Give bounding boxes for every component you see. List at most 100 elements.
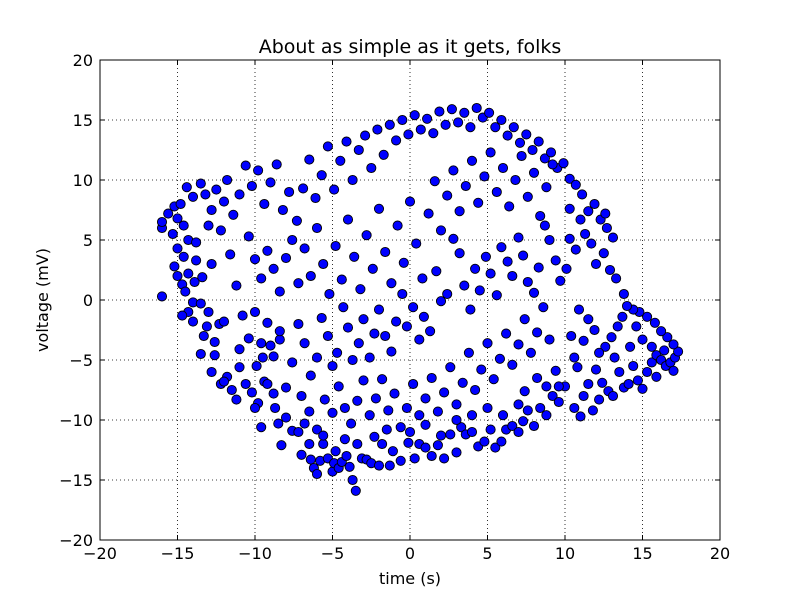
data-point [454, 206, 465, 217]
data-point [525, 347, 536, 358]
data-point [459, 280, 470, 291]
data-point [225, 249, 236, 260]
data-point [206, 366, 217, 378]
data-point [311, 222, 323, 234]
data-point [470, 384, 481, 396]
data-point [465, 122, 476, 133]
data-point [528, 167, 540, 178]
data-point [404, 426, 416, 438]
data-point [360, 130, 371, 141]
data-point [333, 381, 344, 392]
data-point [246, 180, 257, 192]
data-point [432, 406, 443, 417]
data-point [262, 378, 273, 390]
data-point [618, 288, 629, 300]
data-point [310, 192, 321, 204]
data-point [305, 270, 316, 282]
data-point [544, 334, 555, 345]
data-point [386, 346, 397, 357]
data-point [280, 412, 292, 423]
data-point [541, 410, 552, 421]
data-point [451, 414, 462, 426]
data-point [373, 304, 385, 315]
data-point [299, 243, 310, 254]
data-point [311, 424, 323, 435]
data-point [623, 378, 634, 390]
data-point [361, 230, 372, 241]
data-point [231, 394, 242, 405]
data-point [381, 424, 392, 435]
data-point [457, 377, 468, 388]
data-point [291, 215, 302, 226]
data-point [206, 258, 217, 270]
data-point [590, 258, 602, 270]
data-point [490, 122, 501, 133]
data-point [415, 124, 426, 135]
data-point [234, 189, 245, 200]
data-point [318, 258, 329, 270]
data-point [601, 222, 612, 234]
y-tick-label: −15 [59, 471, 93, 490]
data-point [513, 232, 524, 243]
data-point [516, 150, 527, 162]
data-point [598, 248, 609, 259]
data-point [364, 410, 375, 421]
data-point [341, 136, 352, 147]
y-tick-label: −10 [59, 411, 93, 430]
data-point [583, 314, 594, 325]
data-point [637, 383, 648, 394]
data-point [659, 345, 670, 356]
data-point [231, 280, 242, 291]
data-point [448, 165, 459, 176]
data-point [169, 261, 180, 272]
data-point [502, 130, 513, 141]
data-point [318, 430, 329, 441]
data-point [578, 390, 589, 402]
data-point [533, 136, 544, 147]
data-point [156, 291, 168, 302]
y-tick-label: 10 [73, 171, 93, 190]
data-point [432, 440, 443, 451]
data-point [607, 232, 619, 243]
data-point [206, 204, 217, 216]
data-point [329, 184, 340, 195]
y-axis-label: voltage (mV) [33, 248, 52, 352]
data-point [187, 316, 199, 327]
data-point [497, 410, 509, 421]
data-point [265, 340, 276, 351]
data-point [535, 402, 546, 414]
data-point [197, 272, 208, 283]
data-point [414, 334, 425, 345]
data-point [366, 162, 377, 174]
data-point [298, 183, 309, 194]
data-point [614, 366, 625, 378]
data-point [287, 234, 298, 246]
data-point [668, 365, 679, 376]
data-point [459, 107, 470, 118]
x-tick-label: 0 [405, 544, 415, 563]
data-point [172, 270, 183, 282]
data-point [446, 104, 457, 115]
data-point [391, 135, 402, 146]
x-tick-label: 15 [632, 544, 652, 563]
data-point [240, 378, 251, 390]
axis-ticks: −20 −15 −10 −5 0 5 10 15 20 −20 −15 −10 −5 0 5 10 15 20 [59, 51, 730, 563]
data-point [513, 339, 524, 350]
data-point [195, 298, 206, 309]
data-point [426, 450, 437, 462]
data-point [296, 449, 307, 460]
data-point [445, 362, 456, 373]
data-point [435, 296, 447, 307]
data-point [442, 288, 453, 300]
data-point [172, 243, 183, 254]
data-point [352, 438, 363, 450]
data-point [539, 220, 550, 231]
data-point [484, 107, 495, 118]
x-axis-label: time (s) [379, 569, 441, 588]
data-point [403, 437, 414, 448]
data-point [606, 332, 617, 343]
data-point [338, 302, 349, 313]
data-point [322, 141, 333, 152]
data-point [550, 255, 561, 266]
